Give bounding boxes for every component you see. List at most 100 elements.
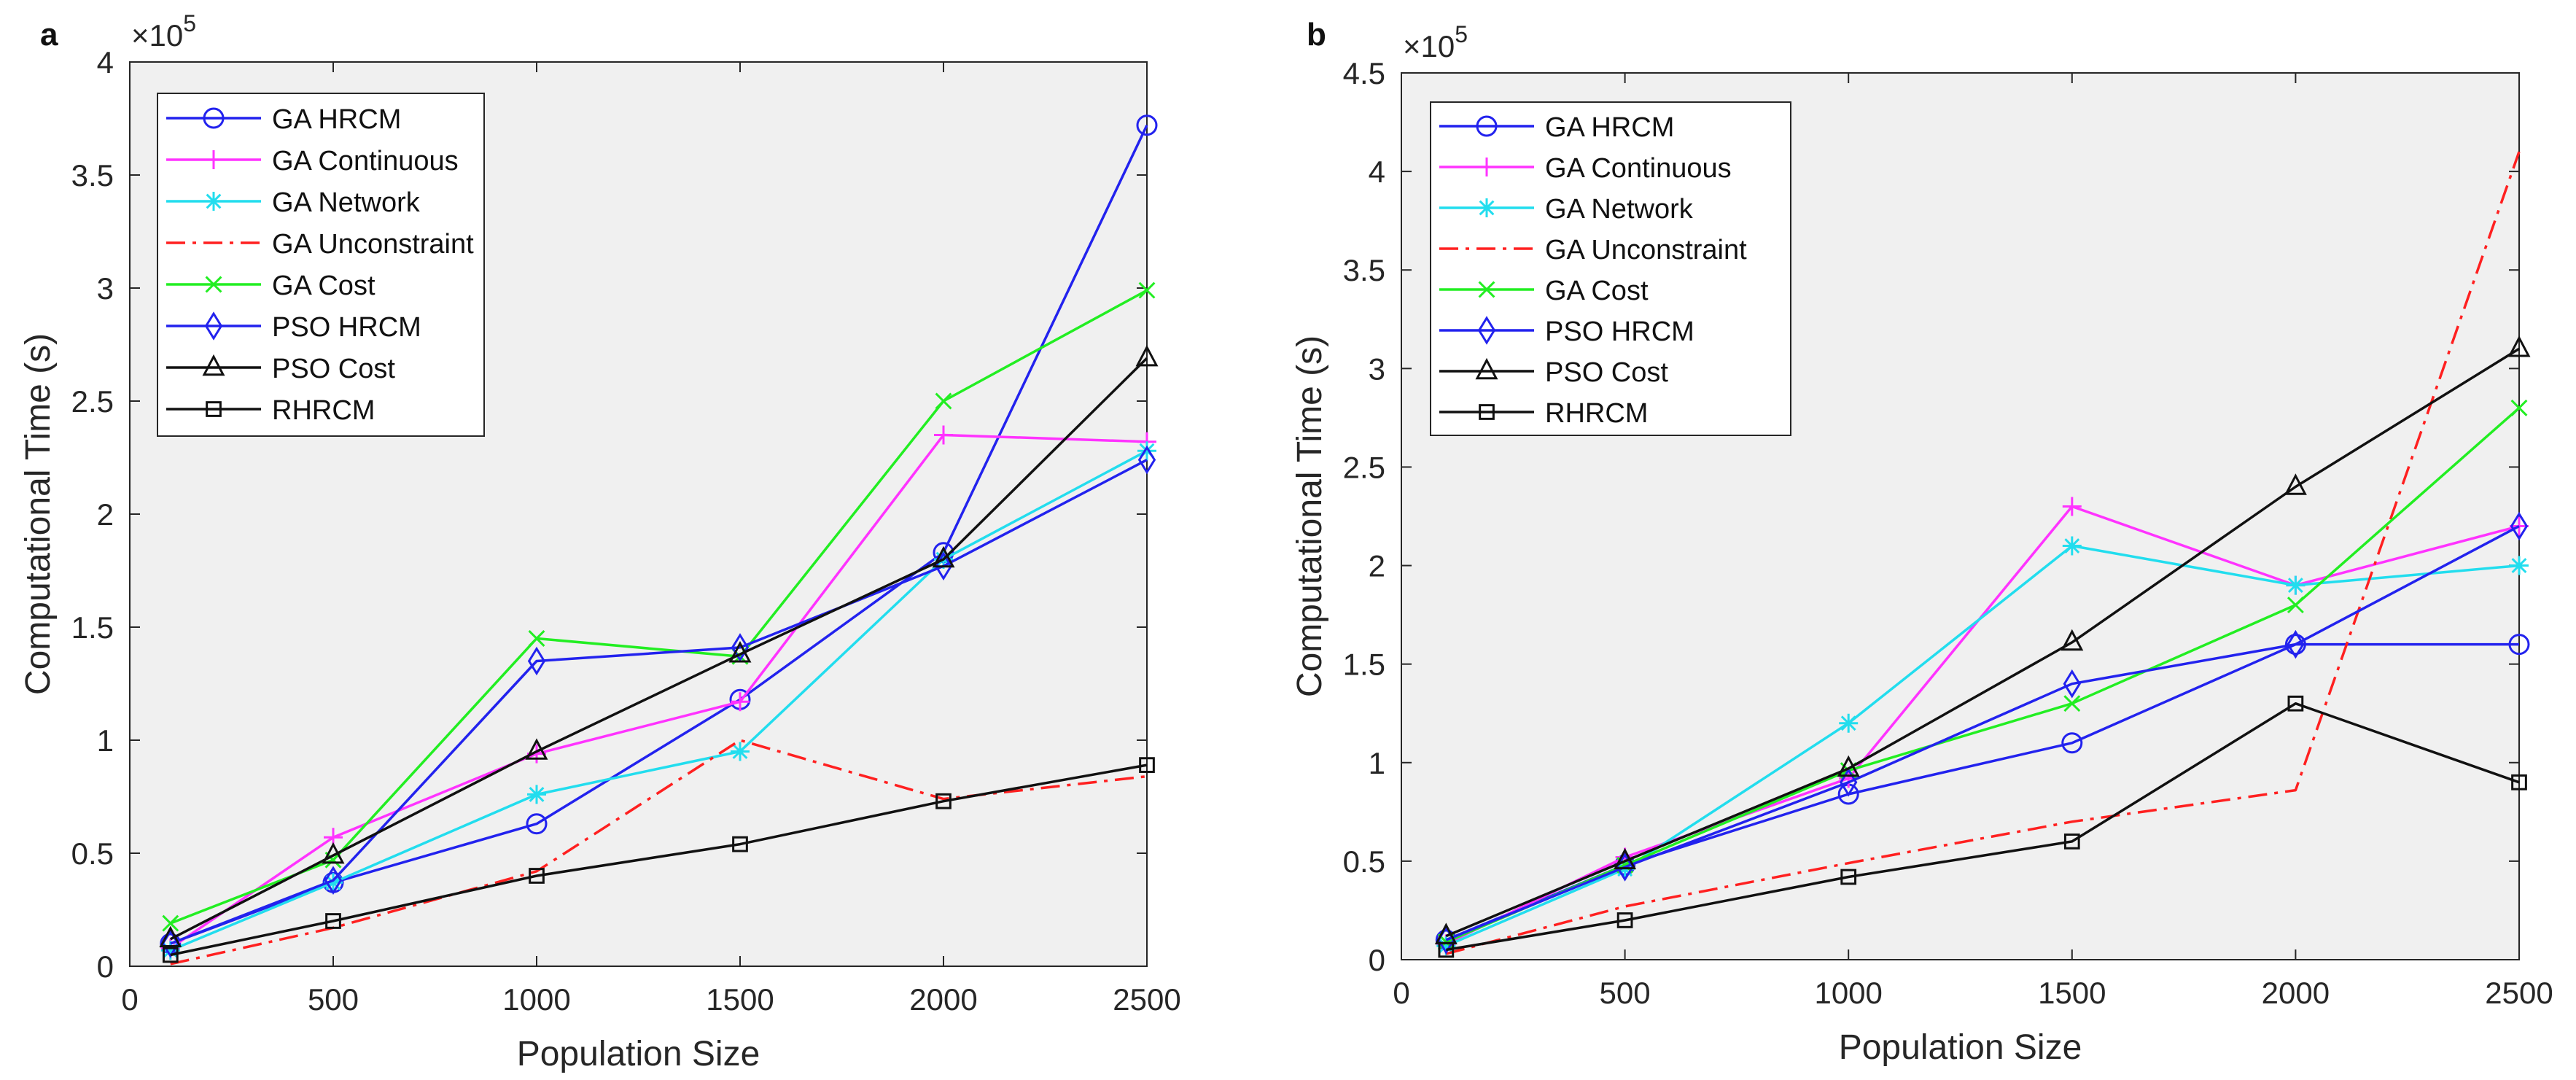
legend-label: GA Continuous (1545, 153, 1732, 184)
y-axis-label: Computational Time (s) (1291, 335, 1329, 697)
legend-item-ga-continuous: GA Continuous (1439, 153, 1732, 184)
legend-label: GA Unconstraint (1545, 235, 1747, 265)
data-point (525, 738, 548, 760)
data-point (1614, 847, 1637, 870)
x-tick-label: 500 (308, 982, 359, 1017)
data-point (528, 630, 545, 647)
legend-item-pso-cost: PSO Cost (166, 354, 395, 384)
data-point (527, 646, 546, 676)
y-exponent-label: ×105 (1403, 21, 1468, 63)
data-point (2510, 556, 2529, 575)
y-tick-label: 4.5 (1343, 56, 1385, 90)
data-point (1839, 713, 1859, 733)
series-rhrcm (162, 757, 1155, 963)
series-ga-network (160, 441, 1156, 960)
series-line (1445, 505, 2520, 945)
data-point (2287, 597, 2304, 614)
data-point (160, 941, 180, 960)
series-line (1446, 702, 2520, 952)
data-point (1840, 768, 1858, 797)
x-axis-label: Population Size (517, 1035, 760, 1073)
data-point (159, 925, 182, 948)
legend-marker (1476, 115, 1498, 137)
legend-marker (204, 311, 223, 341)
data-point (2510, 511, 2529, 541)
series-line (170, 459, 1148, 945)
data-point (1137, 441, 1156, 461)
data-point (2511, 774, 2527, 790)
y-exponent-power: 5 (1455, 21, 1468, 47)
data-point (934, 425, 953, 445)
data-point (2061, 629, 2084, 651)
data-point (527, 785, 546, 804)
data-point (2063, 834, 2080, 850)
series-pso-hrcm (161, 445, 1156, 958)
data-point (162, 947, 179, 963)
legend-label: GA Network (272, 187, 421, 218)
legend-item-pso-hrcm: PSO HRCM (1439, 316, 1694, 347)
x-tick-label: 2000 (2262, 976, 2330, 1010)
data-point (162, 914, 179, 932)
data-point (1135, 344, 1159, 367)
legend-label: RHRCM (1545, 398, 1648, 429)
legend-item-ga-unconstraint: GA Unconstraint (1439, 235, 1747, 265)
data-point (1139, 757, 1155, 773)
data-point (2063, 669, 2081, 699)
data-point (1837, 755, 1860, 777)
data-point (935, 392, 952, 410)
data-point (2508, 634, 2530, 656)
data-point (325, 913, 341, 929)
x-axis-label: Population Size (1839, 1028, 2082, 1067)
series-line (170, 357, 1148, 941)
legend-marker (1477, 198, 1496, 217)
legend-marker (205, 276, 222, 293)
series-line (170, 449, 1148, 952)
data-point (935, 793, 952, 809)
x-tick-label: 1500 (706, 982, 774, 1017)
legend-label: GA Continuous (272, 146, 459, 176)
y-axis-label: Computational Time (s) (19, 333, 58, 695)
legend-marker (1478, 281, 1495, 298)
legend-label: GA Cost (272, 271, 375, 301)
x-tick-label: 1500 (2038, 976, 2106, 1010)
data-point (529, 868, 545, 884)
legend-marker (1477, 316, 1496, 345)
y-tick-label: 0 (1369, 943, 1385, 977)
y-tick-label: 1.5 (1343, 648, 1385, 682)
data-point (932, 545, 955, 568)
y-tick-label: 2 (97, 497, 114, 532)
legend: GA HRCM GA Continuous GA Network GA Unconst… (157, 93, 485, 437)
data-point (1616, 912, 1633, 928)
y-tick-label: 4 (97, 45, 114, 79)
legend-label: GA Unconstraint (272, 229, 474, 260)
legend-marker (204, 192, 223, 211)
series-rhrcm (1438, 695, 2527, 958)
legend-label: GA Network (1545, 194, 1694, 225)
legend-item-rhrcm: RHRCM (1439, 398, 1648, 429)
data-point (2284, 473, 2307, 495)
legend-marker (1479, 404, 1495, 420)
data-point (731, 692, 750, 712)
series-pso-cost (159, 344, 1159, 948)
y-tick-label: 1 (97, 723, 114, 758)
series-line (1445, 347, 2520, 938)
y-tick-label: 4 (1369, 155, 1385, 189)
data-point (2061, 732, 2083, 754)
panel-label: a (40, 17, 58, 53)
data-point (1138, 281, 1156, 299)
data-point (732, 836, 748, 852)
x-tick-label: 0 (121, 982, 138, 1017)
y-tick-label: 3 (1369, 351, 1385, 386)
legend-marker (203, 107, 225, 129)
data-point (2062, 536, 2082, 556)
data-point (1136, 114, 1158, 136)
y-tick-label: 3.5 (1343, 253, 1385, 287)
data-point (1840, 869, 1857, 885)
y-tick-label: 2.5 (1343, 450, 1385, 484)
legend-item-ga-cost: GA Cost (1439, 276, 1649, 306)
legend-item-ga-hrcm: GA HRCM (166, 104, 401, 135)
legend-item-ga-network: GA Network (1439, 194, 1694, 225)
legend-item-ga-cost: GA Cost (166, 271, 375, 301)
x-tick-label: 2500 (2485, 976, 2553, 1010)
